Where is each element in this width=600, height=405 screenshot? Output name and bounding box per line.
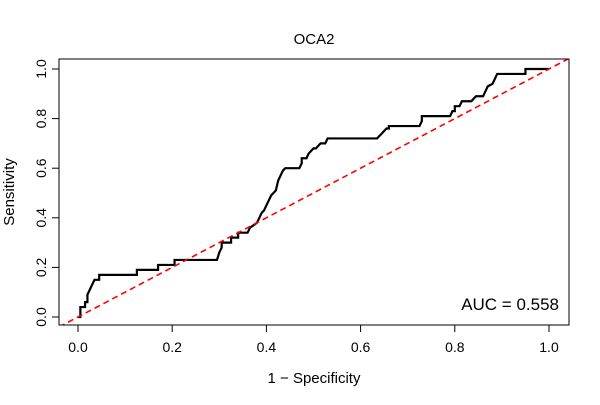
chance-diagonal-line xyxy=(61,59,569,325)
y-tick-label: 0.8 xyxy=(33,109,49,129)
x-axis: 0.0 0.2 0.4 0.6 0.8 1.0 xyxy=(68,324,559,355)
y-tick-label: 0.6 xyxy=(33,158,49,178)
x-tick-label: 0.4 xyxy=(257,339,277,355)
x-tick-label: 0.0 xyxy=(68,339,88,355)
auc-annotation: AUC = 0.558 xyxy=(461,295,559,314)
x-axis-label: 1 − Specificity xyxy=(268,370,361,387)
roc-curve-line xyxy=(78,67,549,319)
x-tick-label: 0.2 xyxy=(162,339,182,355)
y-axis-label: Sensitivity xyxy=(1,158,18,226)
y-tick-label: 0.2 xyxy=(33,257,49,277)
x-tick-label: 0.6 xyxy=(351,339,371,355)
y-tick-label: 1.0 xyxy=(33,59,49,79)
plot-frame xyxy=(58,58,570,326)
x-tick-label: 0.8 xyxy=(445,339,465,355)
y-axis: 0.0 0.2 0.4 0.6 0.8 1.0 xyxy=(33,59,60,327)
chart-title: OCA2 xyxy=(294,31,335,48)
y-tick-label: 0.4 xyxy=(33,208,49,228)
series-layer xyxy=(61,59,569,325)
y-tick-label: 0.0 xyxy=(33,307,49,327)
x-tick-label: 1.0 xyxy=(539,339,559,355)
